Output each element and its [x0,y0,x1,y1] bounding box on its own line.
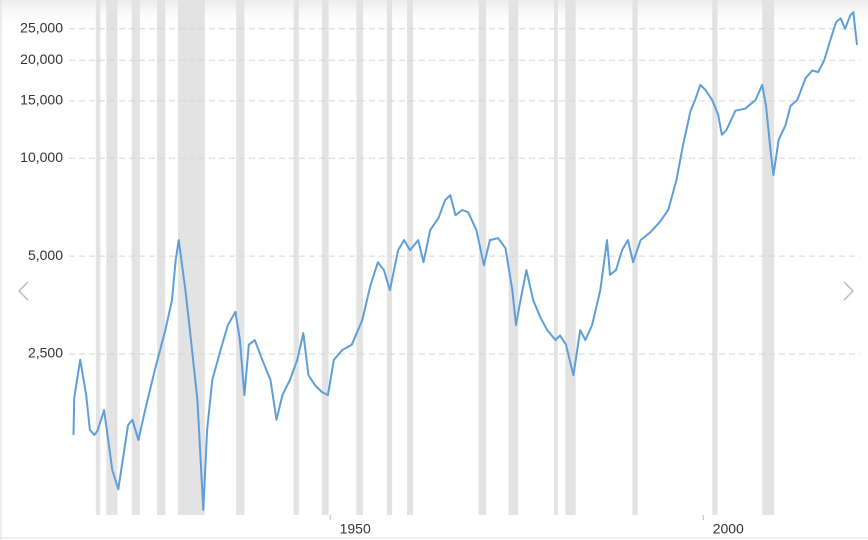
prev-arrow[interactable] [17,281,29,301]
recession-band [157,0,166,515]
recession-band [712,0,718,515]
recession-band [565,0,576,515]
x-tick-label: 1950 [340,521,371,537]
y-tick-label: 10,000 [20,149,63,165]
y-tick-label: 15,000 [20,92,63,108]
recession-band [236,0,245,515]
recession-band [177,0,205,515]
recession-band [554,0,558,515]
recession-band [321,0,329,515]
x-tick-label: 2000 [713,521,744,537]
recession-band [106,0,118,515]
y-tick-label: 5,000 [28,247,63,263]
price-line [72,11,858,511]
recession-band [386,0,393,515]
next-arrow[interactable] [843,281,855,301]
top-fade [0,0,868,30]
recession-band [762,0,775,515]
recession-band [131,0,140,515]
recession-band [356,0,364,515]
recession-band [407,0,414,515]
y-tick-label: 2,500 [28,345,63,361]
recession-band [293,0,299,515]
recession-band [508,0,519,515]
y-tick-label: 25,000 [20,19,63,35]
recession-band [95,0,101,515]
y-tick-label: 20,000 [20,51,63,67]
